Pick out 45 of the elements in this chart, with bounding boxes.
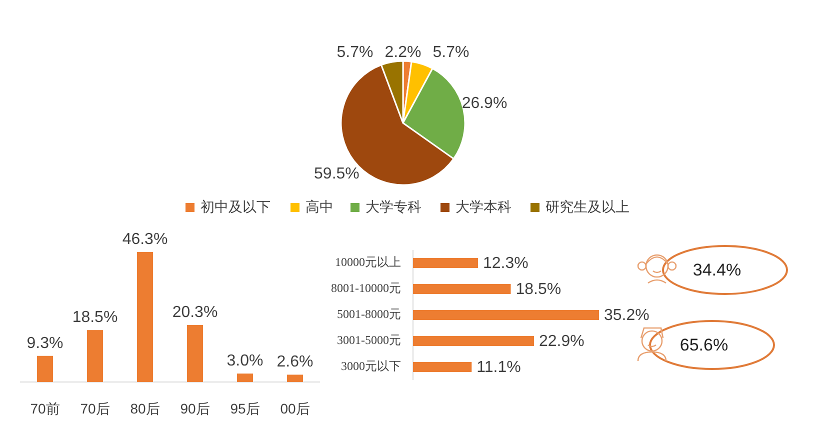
bar [187,325,203,382]
x-tick-label: 70后 [80,400,110,417]
legend-label: 研究生及以上 [546,198,630,215]
data-label: 35.2% [604,307,650,324]
bar [87,330,103,382]
data-label: 5.7% [432,44,470,62]
data-label: 18.5% [516,281,562,298]
data-label: 12.3% [482,255,528,272]
bar [137,252,153,382]
x-tick-label: 90后 [180,400,210,417]
bar [287,374,303,382]
data-label: 26.9% [462,95,508,112]
y-tick-label: 3001-5000元 [337,332,401,347]
bar [413,258,478,268]
x-tick-label: 00后 [280,400,310,417]
data-label: 20.3% [172,304,218,321]
data-label: 59.5% [314,165,360,182]
y-tick-label: 3000元以下 [341,358,401,373]
bar [413,362,472,372]
data-label: 34.4% [692,260,742,280]
data-label: 5.7% [336,44,374,62]
bar [237,374,253,382]
y-tick-label: 5001-8000元 [337,306,401,321]
data-label: 65.6% [680,335,728,354]
legend-label: 大学本科 [456,198,512,215]
data-label: 18.5% [72,309,118,326]
y-tick-label: 10000元以上 [335,254,401,269]
data-label: 11.1% [476,359,521,376]
data-label: 9.3% [26,334,64,352]
x-tick-label: 95后 [230,400,260,417]
data-label: 2.6% [276,354,314,371]
legend-label: 高中 [306,198,334,215]
data-label: 3.0% [226,352,264,370]
data-label: 22.9% [539,333,584,350]
x-tick-label: 70前 [30,400,60,417]
data-label: 46.3% [122,231,168,248]
bar [413,310,599,320]
y-tick-label: 8001-10000元 [331,280,401,295]
x-tick-label: 80后 [130,400,160,417]
legend-label: 大学专科 [366,198,422,215]
bar [413,336,534,346]
bar [37,356,53,382]
legend-label: 初中及以下 [200,198,270,215]
bar [413,284,511,294]
data-label: 2.2% [384,44,422,62]
